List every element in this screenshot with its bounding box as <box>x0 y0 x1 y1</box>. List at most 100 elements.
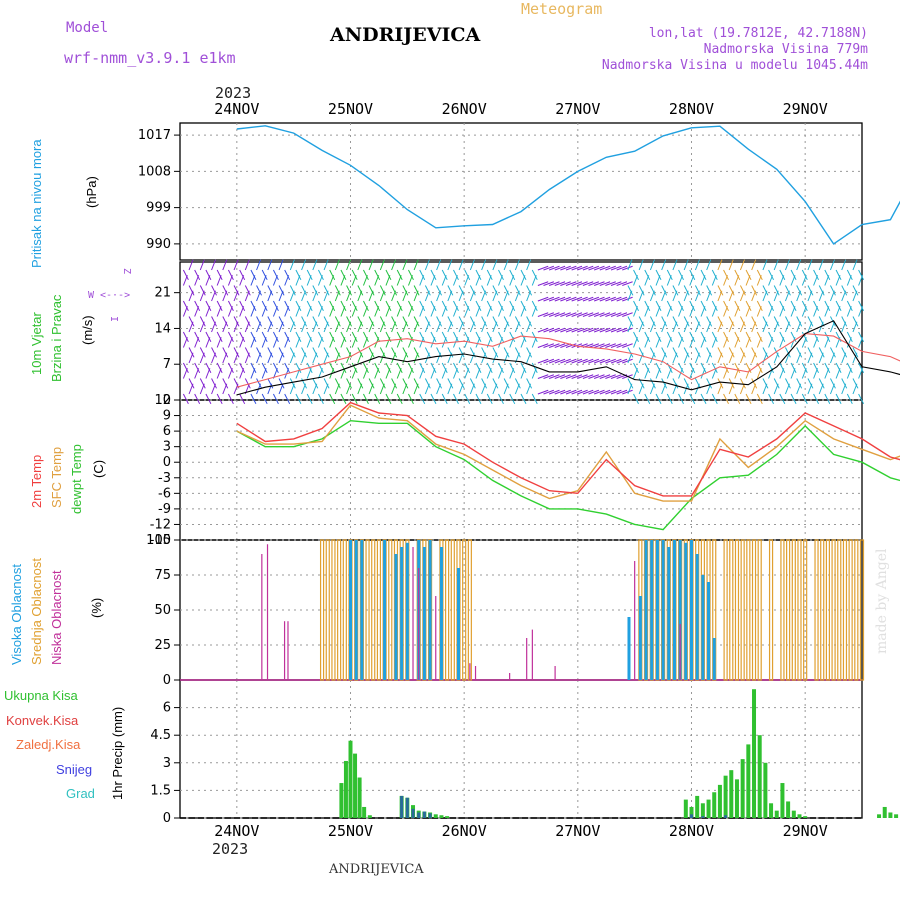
wind-arrow <box>357 347 364 358</box>
high-cloud-bar <box>400 547 404 680</box>
precip-tick-label: 1.5 <box>150 783 171 798</box>
wind-arrow <box>227 331 234 343</box>
wind-arrow <box>593 389 605 395</box>
wind-arrow <box>289 378 296 389</box>
wind-arrow <box>363 300 369 312</box>
wind-arrow <box>205 300 212 312</box>
wind-arrow <box>751 316 758 327</box>
wind-arrow <box>577 327 588 333</box>
wind-arrow <box>498 337 503 348</box>
wind-arrow <box>644 306 650 317</box>
wind-arrow <box>205 368 211 379</box>
wind-arrow <box>739 259 745 271</box>
wind-arrow <box>233 347 240 358</box>
wind-arrow <box>841 378 848 389</box>
wind-arrow <box>194 368 200 379</box>
wind-arrow <box>374 362 381 374</box>
wind-arrow <box>768 393 775 405</box>
wind-arrow <box>841 285 848 296</box>
wind-arrow <box>711 306 717 317</box>
wind-arrow <box>475 337 481 348</box>
wind-arrow <box>526 259 532 271</box>
wind-arrow <box>267 259 273 271</box>
wind-arrow <box>554 312 566 317</box>
wind-arrow <box>638 347 645 358</box>
wind-arrow <box>751 378 758 389</box>
wind-arrow <box>340 306 346 317</box>
wind-arrow <box>526 378 533 389</box>
wind-arrow <box>250 306 256 317</box>
total-precip-bar <box>723 775 728 818</box>
wind-arrow <box>526 290 532 302</box>
wind-arrow <box>295 393 302 405</box>
wind-arrow <box>672 347 679 358</box>
wind-arrow <box>734 393 741 405</box>
wind-arrow <box>498 368 503 379</box>
wind-arrow <box>756 269 763 281</box>
wind-arrow <box>475 300 482 312</box>
precip-tick-label: 0 <box>163 811 171 826</box>
wind-arrow <box>256 321 262 333</box>
wind-arrow <box>306 337 312 348</box>
wind-arrow <box>790 368 796 379</box>
wind-arrow <box>824 368 830 379</box>
x-day-label-top: 24NOV <box>214 100 259 118</box>
wind-arrow <box>509 300 516 312</box>
wind-arrow <box>492 290 498 302</box>
wind-arrow <box>520 269 527 281</box>
wind-arrow <box>498 275 503 286</box>
wind-arrow <box>424 285 431 296</box>
wind-arrow <box>711 393 718 405</box>
wind-arrow <box>807 347 814 358</box>
high-cloud-bar <box>456 568 460 680</box>
wind-arrow <box>312 290 318 302</box>
page-title: ANDRIJEVICA <box>330 24 481 46</box>
wind-arrow <box>543 374 555 379</box>
wind-arrow <box>846 300 853 312</box>
wind-arrow <box>700 331 707 343</box>
wind-arrow <box>306 393 313 405</box>
wind-arrow <box>644 331 651 343</box>
wind-arrow <box>813 331 820 343</box>
wind-arrow <box>739 347 746 358</box>
wind-arrow <box>205 275 211 286</box>
wind-arrow <box>560 281 571 286</box>
wind-arrow <box>779 275 785 286</box>
wind-arrow <box>301 352 307 364</box>
wind-arrow <box>801 306 807 317</box>
wind-arrow <box>818 285 825 296</box>
wind-arrow <box>700 368 706 379</box>
wind-arrow <box>790 306 796 317</box>
wind-arrow <box>334 321 340 333</box>
precip-tick-label: 6 <box>163 701 171 716</box>
wind-arrow <box>661 383 667 395</box>
wind-arrow <box>424 259 430 271</box>
wind-arrow <box>481 285 488 296</box>
wind-arrow <box>852 316 859 327</box>
wind-arrow <box>835 306 841 317</box>
wind-arrow <box>436 378 443 389</box>
wind-arrow <box>346 316 353 327</box>
wind-arrow <box>768 306 774 317</box>
wind-arrow <box>233 383 239 395</box>
wind-arrow <box>610 358 622 364</box>
wind-arrow <box>430 300 437 312</box>
wind-arrow <box>199 352 205 364</box>
wind-arrow <box>194 269 201 281</box>
mid-cloud-bar <box>757 539 762 681</box>
wind-arrow <box>301 347 308 358</box>
wind-arrow <box>734 362 741 374</box>
wind-arrow <box>700 269 707 281</box>
high-cloud-bar <box>349 540 352 680</box>
wind-arrow <box>272 275 278 286</box>
wind-arrow <box>199 347 206 358</box>
wind-arrow <box>627 352 633 364</box>
wind-arrow <box>340 300 347 312</box>
wind-arrow <box>211 259 216 271</box>
lonlat-label: lon,lat (19.7812E, 42.7188N) <box>648 26 868 41</box>
wind-arrow <box>267 347 274 358</box>
x-day-label-bottom: 24NOV <box>214 822 259 840</box>
temp-tick-label: 9 <box>163 409 171 424</box>
wind-arrow <box>835 362 842 374</box>
wind-arrow <box>773 383 779 395</box>
